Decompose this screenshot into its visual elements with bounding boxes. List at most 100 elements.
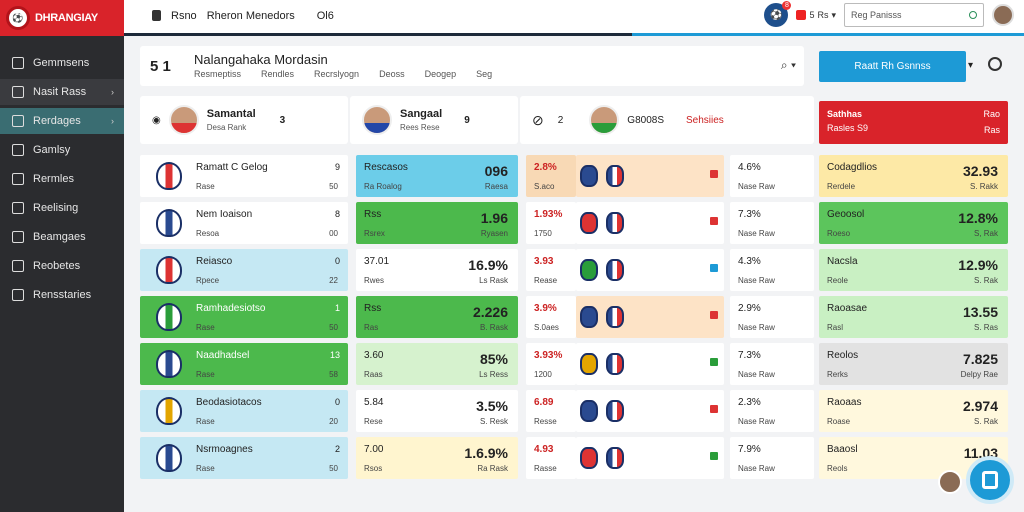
total-cell[interactable]: Nacsla Reole 12.9% S. Rak [819,249,1008,291]
odds-cell[interactable]: Rescasos Ra Roalog 096 Raesa [356,155,518,197]
search-input[interactable]: Reg Panisss [844,3,984,27]
team-crest-icon [156,303,182,331]
prob-cell[interactable]: 3.9% S.0aes [526,296,576,338]
link-icon[interactable]: ⊘ [532,111,544,128]
tab-0[interactable]: Resmeptiss [194,69,242,79]
highlight-card[interactable]: Sathhas Rasles S9 Rao Ras [819,101,1008,144]
sidebar-item-8[interactable]: Rensstaries [0,282,124,308]
primary-action-button[interactable]: Raatt Rh Gsnnss [819,51,966,82]
odds-cell[interactable]: 7.00 Rsos 1.6.9% Ra Rask [356,437,518,479]
total-cell[interactable]: Raoasae Rasl 13.55 S. Ras [819,296,1008,338]
matchup-cell[interactable] [576,390,724,432]
odds-cell[interactable]: 37.01 Rwes 16.9% Ls Rask [356,249,518,291]
sidebar-item-6[interactable]: Beamgaes [0,224,124,250]
team-sub: Rase [196,323,215,332]
table-row[interactable]: Nsrmoagnes Rase 2 50 7.00 Rsos 1.6.9% Ra… [140,437,1008,479]
top-link-2[interactable]: Ol6 [316,10,334,22]
odds-cell[interactable]: Rss Rsrex 1.96 Ryasen [356,202,518,244]
team-n1: 2 [334,444,340,454]
sidebar-item-2[interactable]: Rerdages › [0,108,124,134]
team-sub: Rpece [196,276,220,285]
assistant-avatar[interactable] [938,470,962,494]
tab-3[interactable]: Deoss [379,69,405,79]
total-cell[interactable]: Codagdlios Rerdele 32.93 S. Rakk [819,155,1008,197]
rate-cell[interactable]: 4.3% Nase Raw [730,249,814,291]
rate-cell[interactable]: 7.3% Nase Raw [730,343,814,385]
chevron-down-icon: ▾ [831,9,836,20]
rate-cell[interactable]: 7.9% Nase Raw [730,437,814,479]
total-note: Delpy Rae [960,370,998,379]
table-row[interactable]: Ramhadesiotso Rase 1 50 Rss Ras 2.226 B.… [140,296,1008,338]
home-icon[interactable] [152,10,161,21]
prob-cell[interactable]: 3.93% 1200 [526,343,576,385]
matchup-cell[interactable] [576,155,724,197]
table-row[interactable]: Reiasco Rpece 0 22 37.01 Rwes 16.9% Ls R… [140,249,1008,291]
tab-5[interactable]: Seg [476,69,493,79]
matchup-cell[interactable] [576,249,724,291]
team-cell[interactable]: Nsrmoagnes Rase 2 50 [140,437,348,479]
prob-cell[interactable]: 4.93 Rasse [526,437,576,479]
prob-cell[interactable]: 6.89 Resse [526,390,576,432]
featured-player-0[interactable]: ◉ Samantal Desa Rank 3 [140,96,348,144]
total-cell[interactable]: Geoosol Roeso 12.8% S, Rak [819,202,1008,244]
table-row[interactable]: Naadhadsel Rase 13 58 3.60 Raas 85% Ls R… [140,343,1008,385]
top-link-1[interactable]: Rheron Menedors [206,10,295,22]
top-link-0[interactable]: Rsno [171,10,197,22]
table-row[interactable]: Nem Ioaison Resoa 8 00 Rss Rsrex 1.96 Ry… [140,202,1008,244]
rate-cell[interactable]: 2.3% Nase Raw [730,390,814,432]
home-crest-icon [580,306,598,328]
odds-cell[interactable]: 5.84 Rese 3.5% S. Resk [356,390,518,432]
team-cell[interactable]: Ramhadesiotso Rase 1 50 [140,296,348,338]
chat-fab-button[interactable] [966,456,1014,504]
matchup-cell[interactable] [576,296,724,338]
sidebar-item-1[interactable]: Nasit Rass › [0,79,124,105]
total-value: 12.9% [958,257,998,273]
rate-cell[interactable]: 7.3% Nase Raw [730,202,814,244]
rate-cell[interactable]: 2.9% Nase Raw [730,296,814,338]
sidebar-item-4[interactable]: Rermles [0,166,124,192]
tab-1[interactable]: Rendles [261,69,295,79]
table-row[interactable]: Ramatt C Gelog Rase 9 50 Rescasos Ra Roa… [140,155,1008,197]
rate-value: 7.3% [738,350,761,361]
sidebar-item-3[interactable]: Gamlsy [0,137,124,163]
odds-cell[interactable]: 3.60 Raas 85% Ls Ress [356,343,518,385]
rate-value: 4.3% [738,256,761,267]
prob-cell[interactable]: 3.93 Rease [526,249,576,291]
filter-dropdown[interactable]: ⌕ ▾ [780,58,796,72]
team-cell[interactable]: Reiasco Rpece 0 22 [140,249,348,291]
total-label: Codagdlios [827,162,878,173]
table-row[interactable]: Beodasiotacos Rase 0 20 5.84 Rese 3.5% S… [140,390,1008,432]
odds-cell[interactable]: Rss Ras 2.226 B. Rask [356,296,518,338]
user-avatar[interactable] [992,4,1014,26]
team-cell[interactable]: Nem Ioaison Resoa 8 00 [140,202,348,244]
rate-cell[interactable]: 4.6% Nase Raw [730,155,814,197]
team-cell[interactable]: Ramatt C Gelog Rase 9 50 [140,155,348,197]
team-cell[interactable]: Naadhadsel Rase 13 58 [140,343,348,385]
matchup-cell[interactable] [576,202,724,244]
tab-4[interactable]: Deogep [424,69,457,79]
odds-value: 85% [479,351,508,367]
profile-badge-icon[interactable]: ⚽ 8 [764,1,792,27]
brand-header[interactable]: ⚽ DHRANGIAY [0,0,124,36]
chat-icon [982,471,998,489]
sidebar-item-5[interactable]: Reelising [0,195,124,221]
team-cell[interactable]: Beodasiotacos Rase 0 20 [140,390,348,432]
featured-player-2[interactable]: ⊘ 2 G8008S Sehsiies [520,96,814,144]
matchup-cell[interactable] [576,343,724,385]
featured-player-1[interactable]: Sangaal Rees Rese 9 [350,96,518,144]
sidebar-item-0[interactable]: Gemmsens [0,50,124,76]
total-cell[interactable]: Reolos Rerks 7.825 Delpy Rae [819,343,1008,385]
check-icon [12,115,24,127]
prob-cell[interactable]: 2.8% S.aco [526,155,576,197]
prob-cell[interactable]: 1.93% 1750 [526,202,576,244]
search-icon[interactable] [988,57,1002,71]
matchup-cell[interactable] [576,437,724,479]
home-crest-icon [580,165,598,187]
total-cell[interactable]: Raoaas Roase 2.974 S. Rak [819,390,1008,432]
tab-2[interactable]: Recrslyogn [314,69,360,79]
notification-button[interactable]: 5 Rs ▾ [796,10,836,21]
sidebar-item-7[interactable]: Reobetes [0,253,124,279]
odds-label: 7.00 [364,444,384,455]
search-icon[interactable] [969,11,977,19]
chevron-down-icon[interactable]: ▾ [968,60,974,71]
